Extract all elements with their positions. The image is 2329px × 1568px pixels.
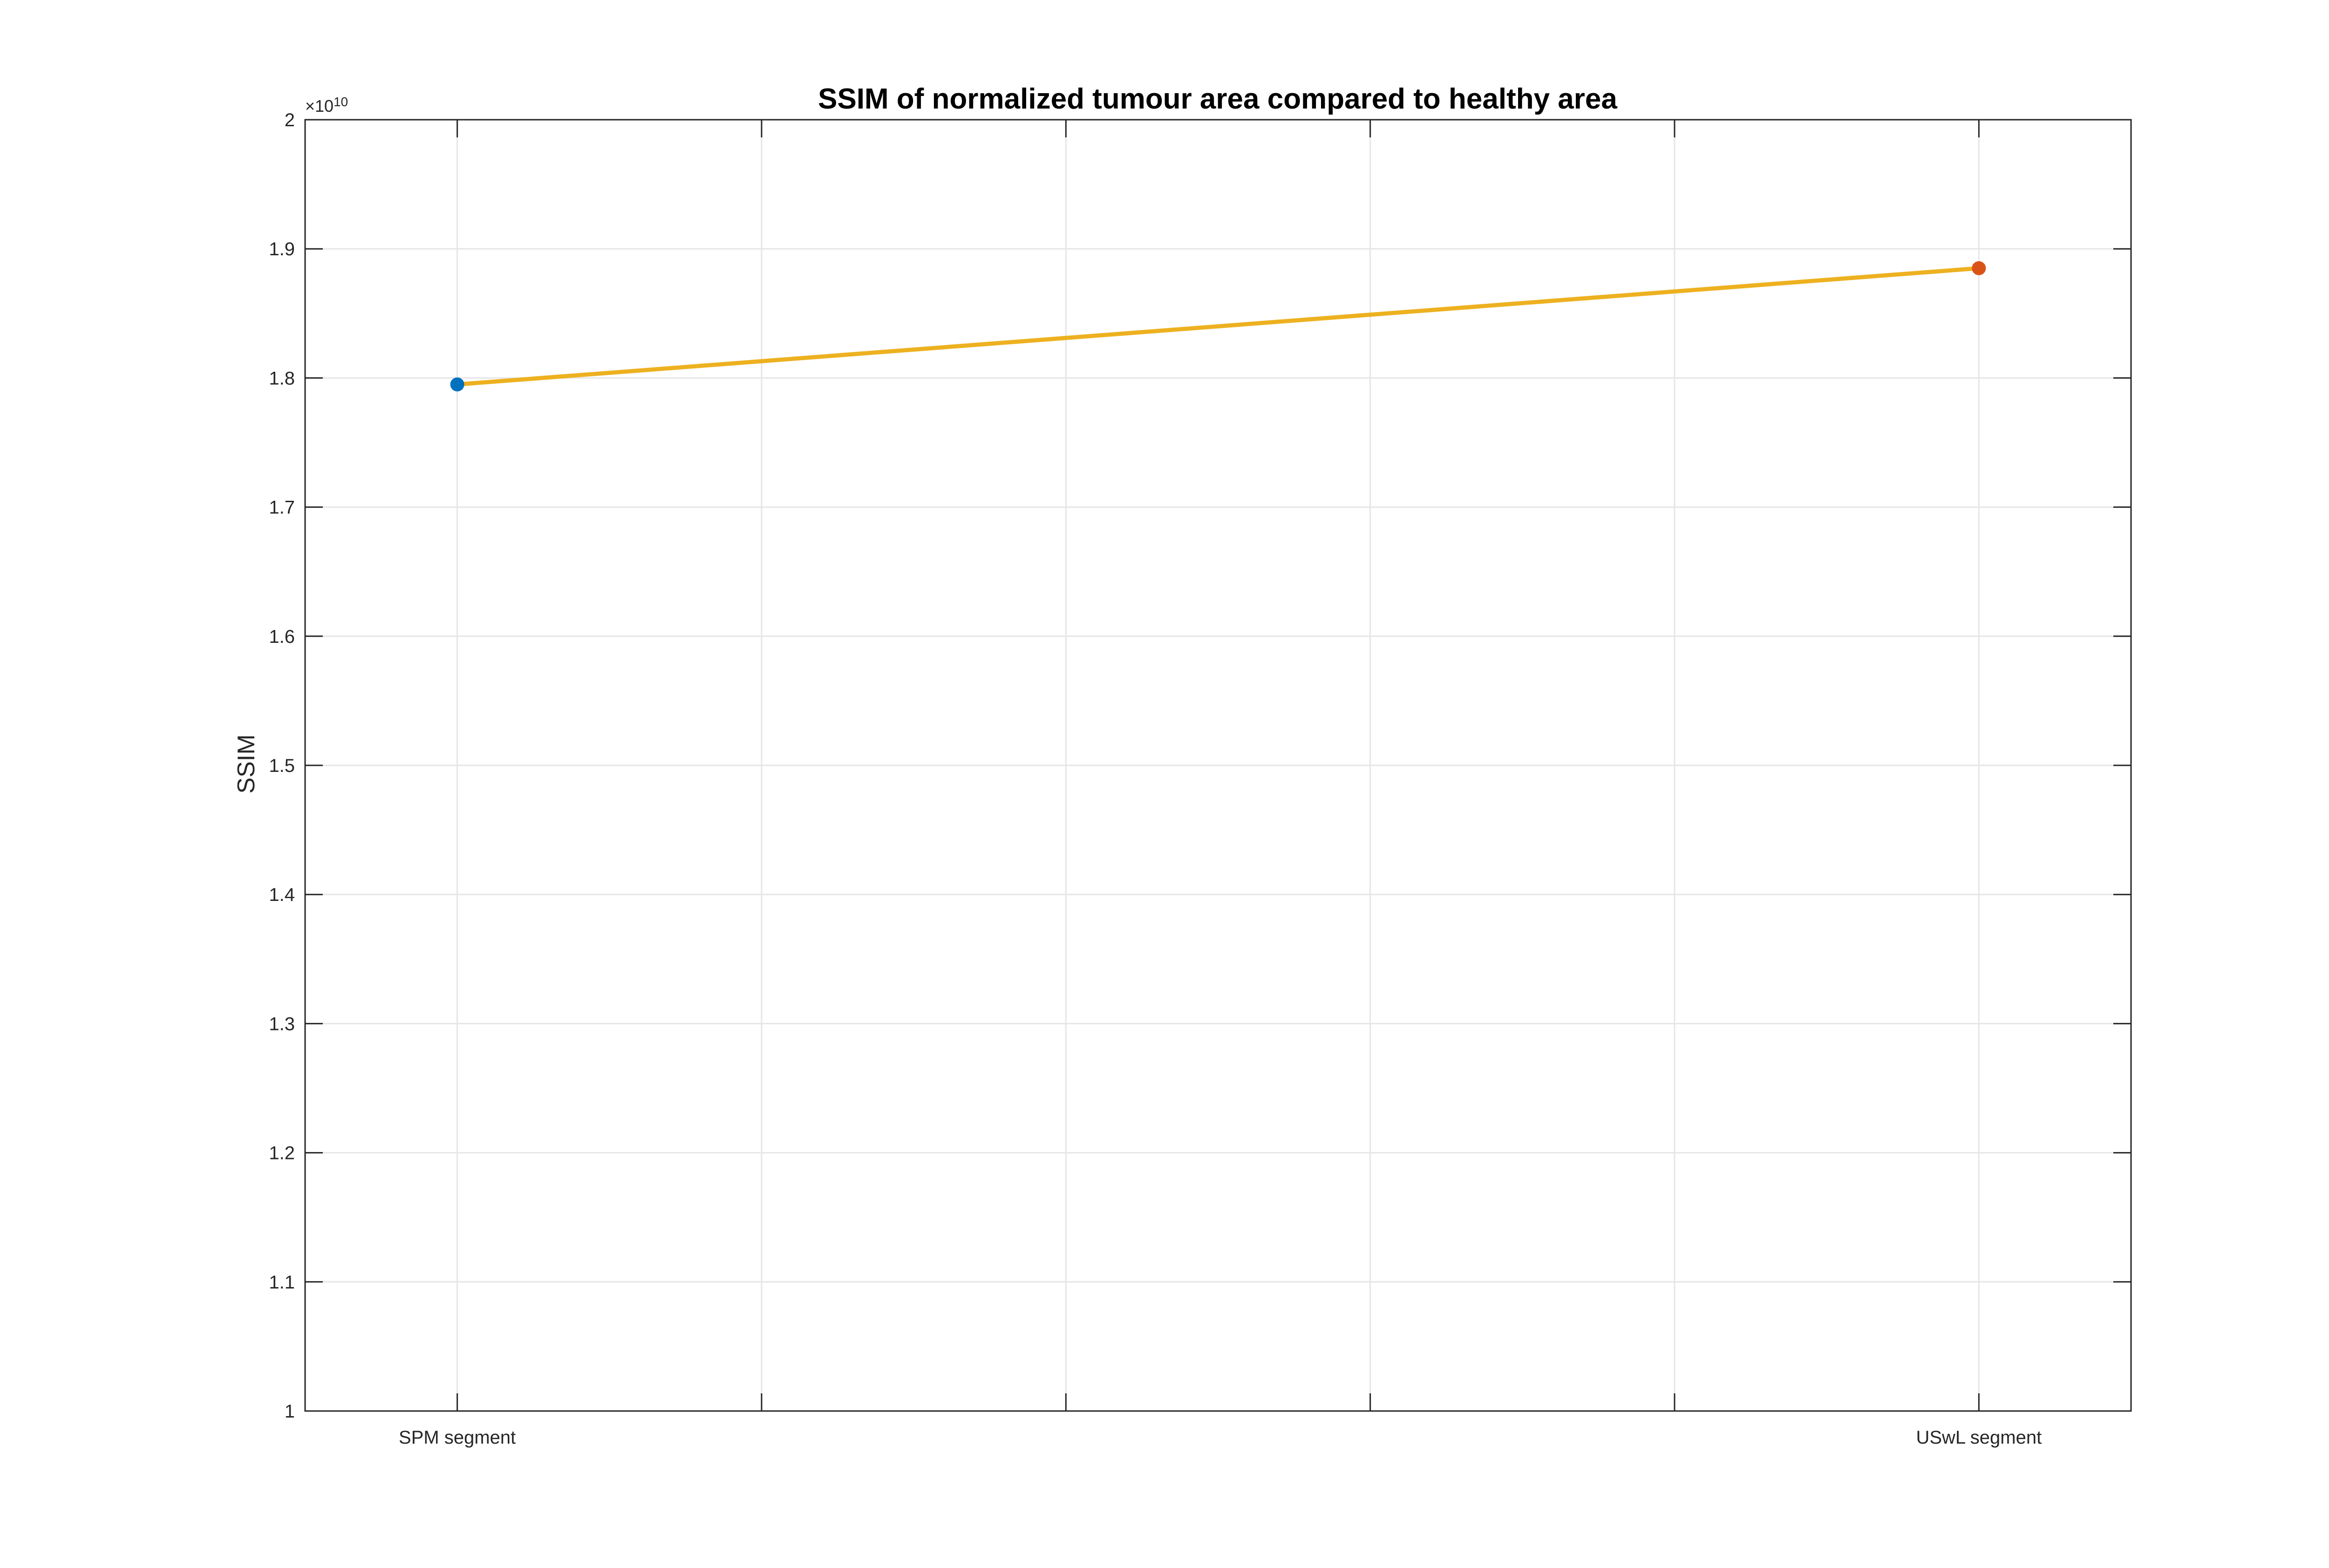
- x-tick-label-6: USwL segment: [1916, 1427, 2042, 1448]
- y-tick-label-5: 1.4: [269, 885, 295, 905]
- y-exponent-power: 10: [334, 95, 348, 109]
- y-tick-label-8: 1.7: [269, 498, 295, 518]
- data-point-uswl-segment: [1972, 261, 1986, 275]
- y-tick-label-7: 1.6: [269, 627, 295, 647]
- chart-title: SSIM of normalized tumour area compared …: [818, 83, 1617, 115]
- y-tick-label-10: 1.9: [269, 239, 295, 259]
- y-exponent-base: ×10: [305, 96, 334, 116]
- series-line-1: [455, 266, 1981, 387]
- y-axis-title: SSIM: [233, 734, 260, 793]
- y-tick-label-9: 1.8: [269, 368, 295, 389]
- y-tick-label-1: 1: [285, 1401, 295, 1422]
- y-tick-label-4: 1.3: [269, 1014, 295, 1034]
- y-tick-label-11: 2: [285, 110, 295, 130]
- tick-marks: [305, 119, 2131, 1412]
- x-tick-label-1: SPM segment: [399, 1427, 516, 1448]
- y-tick-label-6: 1.5: [269, 756, 295, 776]
- x-tick-labels: SPM segment USwL segment: [399, 1427, 2042, 1448]
- y-tick-label-2: 1.1: [269, 1272, 295, 1293]
- y-tick-label-3: 1.2: [269, 1143, 295, 1164]
- series-layer: [450, 261, 1986, 392]
- y-tick-labels: 1 1.1 1.2 1.3 1.4 1.5 1.6 1.7 1.8 1.9 2: [269, 110, 295, 1422]
- data-point-spm-segment: [450, 377, 464, 392]
- y-exponent-label: ×1010: [305, 95, 348, 116]
